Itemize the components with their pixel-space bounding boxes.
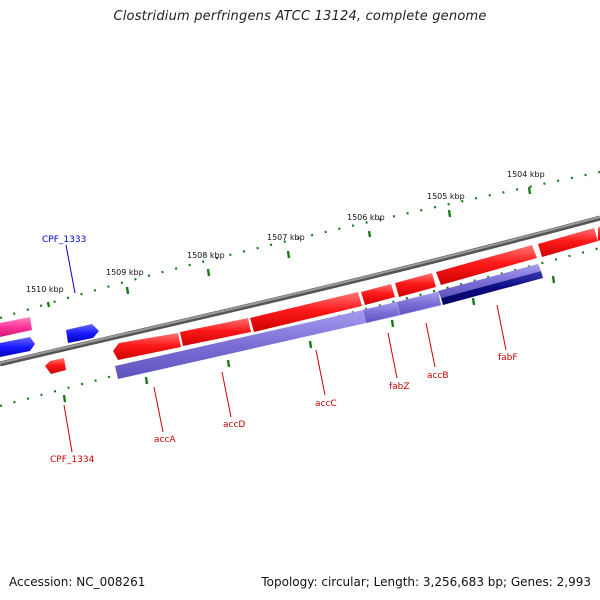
gene-label-fabF: fabF [498,353,518,363]
scale-label-1507: 1507 kbp [267,233,305,242]
gene-accA-arrow [113,333,181,360]
forward-gene-arrows [113,226,600,360]
scale-label-1508: 1508 kbp [187,251,225,260]
gene-fabF-reverse-bar [441,271,543,305]
gene-label-accC: accC [315,399,337,409]
gene-label-accD: accD [223,420,245,430]
gene-cpf1334-arrow [45,358,66,374]
gene-label-cpf1333: CPF_1333 [42,235,86,245]
scale-label-1509: 1509 kbp [106,268,144,277]
gene-fabZ-arrow [361,284,395,305]
scale-label-1506: 1506 kbp [347,213,385,222]
gene-accB-arrow [395,273,436,297]
accession-label: Accession: NC_008261 [9,575,146,589]
gene-label-leaders [63,244,507,453]
map-title: Clostridium perfringens ATCC 13124, comp… [113,9,487,24]
gene-accD-arrow [180,318,251,346]
gene-cpf1333-arrow [66,324,99,343]
gene-blue-left-feature [0,337,35,357]
gene-label-cpf1334: CPF_1334 [50,455,95,465]
gene-pink-feature [0,317,32,337]
reverse-gene-bars [115,264,543,379]
scale-label-1505: 1505 kbp [427,192,465,201]
gene-fabF-arrow [436,245,537,285]
scale-label-1504: 1504 kbp [507,170,545,179]
gene-accC-arrow [250,292,362,332]
gene-label-accB: accB [427,371,449,381]
genome-stats-label: Topology: circular; Length: 3,256,683 bp… [261,575,591,589]
gene-label-fabZ: fabZ [389,382,410,392]
inner-major-ticks [62,275,556,403]
scale-label-1510: 1510 kbp [26,285,64,294]
gene-next-arrow [538,228,598,257]
gene-label-accA: accA [154,435,176,445]
outer-major-ticks [46,186,532,308]
